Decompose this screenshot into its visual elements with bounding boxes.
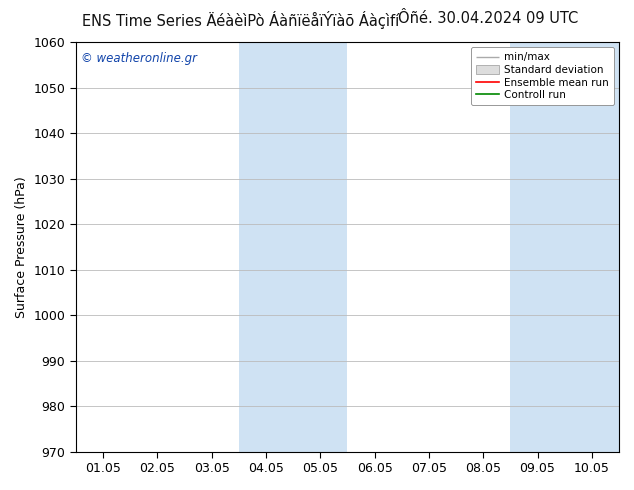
Bar bbox=[239, 42, 347, 452]
Bar bbox=[510, 42, 619, 452]
Legend: min/max, Standard deviation, Ensemble mean run, Controll run: min/max, Standard deviation, Ensemble me… bbox=[470, 47, 614, 105]
Text: © weatheronline.gr: © weatheronline.gr bbox=[81, 52, 197, 65]
Y-axis label: Surface Pressure (hPa): Surface Pressure (hPa) bbox=[15, 176, 28, 318]
Text: ENS Time Series ÄéàèìPò ÁàñïëåïÝïàõ Áàçìfí: ENS Time Series ÄéàèìPò ÁàñïëåïÝïàõ Áàçì… bbox=[82, 11, 399, 29]
Text: Ôñé. 30.04.2024 09 UTC: Ôñé. 30.04.2024 09 UTC bbox=[398, 11, 578, 26]
